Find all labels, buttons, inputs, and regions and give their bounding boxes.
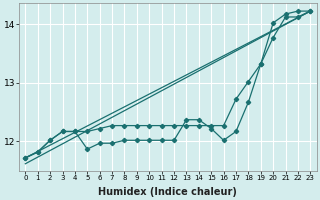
X-axis label: Humidex (Indice chaleur): Humidex (Indice chaleur): [98, 187, 237, 197]
